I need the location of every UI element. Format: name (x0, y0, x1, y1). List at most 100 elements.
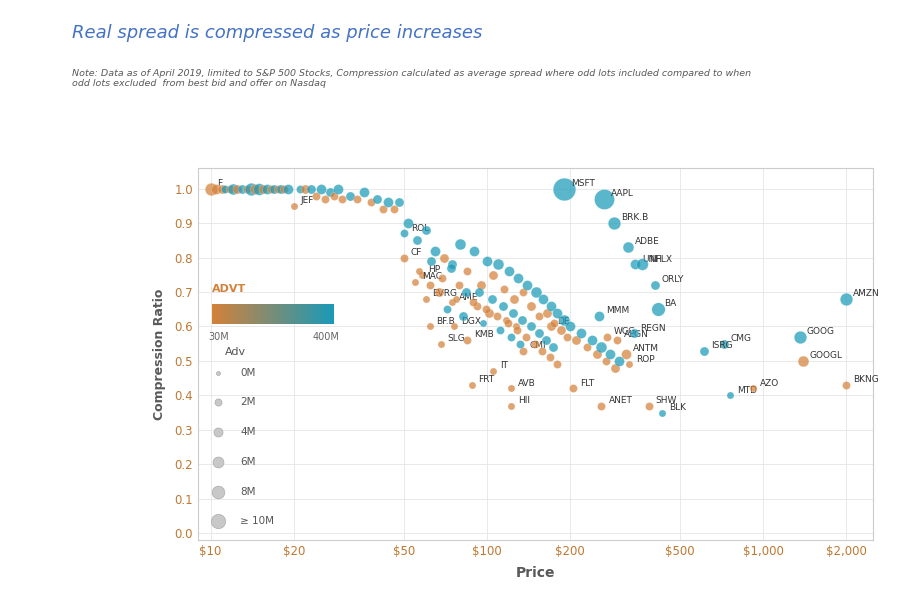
Point (281, 184, 295, 193)
Text: CMG: CMG (731, 334, 752, 343)
Point (503, 383, 517, 393)
Text: REGN: REGN (641, 323, 666, 332)
Point (446, 298, 460, 307)
Point (513, 339, 527, 349)
Point (569, 335, 583, 345)
Point (557, 184, 572, 193)
Point (418, 294, 433, 304)
Point (594, 343, 608, 352)
Text: SLG: SLG (447, 334, 465, 343)
Point (235, 184, 249, 193)
Point (532, 311, 546, 321)
Point (608, 363, 622, 373)
Point (482, 308, 497, 317)
Point (422, 280, 436, 290)
Point (397, 253, 411, 262)
Point (550, 359, 564, 369)
Point (422, 322, 436, 331)
Point (364, 197, 378, 207)
Point (480, 256, 494, 266)
Text: CF: CF (410, 248, 422, 257)
Text: ROL: ROL (410, 224, 429, 233)
Text: UNH: UNH (643, 254, 662, 263)
Point (428, 246, 443, 256)
Point (397, 229, 411, 238)
Text: ROP: ROP (636, 355, 655, 364)
Point (592, 311, 607, 321)
Point (215, 184, 230, 193)
Point (244, 184, 258, 193)
Point (647, 280, 662, 290)
Point (357, 187, 372, 197)
Text: AMZN: AMZN (853, 289, 880, 298)
Text: MAC: MAC (422, 272, 442, 281)
Point (508, 322, 523, 331)
Point (252, 184, 266, 193)
Point (386, 205, 400, 214)
Point (453, 239, 467, 248)
Point (401, 218, 416, 228)
Point (418, 225, 433, 235)
Point (464, 380, 479, 390)
Point (370, 194, 384, 204)
Text: FRT: FRT (479, 375, 495, 384)
Point (382, 197, 396, 207)
Point (746, 383, 760, 393)
Point (507, 294, 521, 304)
Point (621, 242, 635, 252)
Text: ALGN: ALGN (624, 331, 649, 340)
Point (203, 184, 218, 193)
Point (271, 184, 285, 193)
Point (506, 308, 520, 317)
Point (432, 287, 446, 297)
Text: ADBE: ADBE (635, 238, 660, 247)
Point (580, 343, 594, 352)
Point (590, 349, 604, 359)
Point (223, 184, 238, 193)
Point (611, 356, 625, 365)
Point (519, 332, 534, 341)
Point (343, 191, 357, 200)
Text: SHW: SHW (655, 396, 677, 405)
Text: AZO: AZO (760, 379, 779, 388)
Point (642, 401, 656, 410)
Point (436, 253, 451, 262)
Text: 400M: 400M (313, 332, 339, 341)
Point (479, 304, 493, 314)
Point (503, 401, 517, 410)
Point (473, 280, 488, 290)
Point (239, 184, 254, 193)
Point (562, 322, 577, 331)
Text: DE: DE (557, 317, 570, 326)
Point (248, 184, 263, 193)
Point (723, 391, 737, 400)
Point (527, 339, 542, 349)
Point (467, 246, 482, 256)
Point (515, 315, 529, 325)
Point (440, 304, 454, 314)
Point (277, 184, 292, 193)
Point (225, 184, 239, 193)
Point (472, 287, 487, 297)
Point (460, 335, 474, 345)
Point (536, 294, 551, 304)
Point (470, 301, 484, 311)
Point (435, 274, 449, 283)
Point (716, 339, 731, 349)
Point (536, 346, 550, 355)
Point (298, 184, 312, 193)
Text: CMI: CMI (530, 341, 546, 350)
Point (500, 318, 515, 328)
Point (485, 270, 500, 280)
Point (459, 287, 473, 297)
Point (622, 359, 636, 369)
Text: EVRG: EVRG (433, 289, 457, 298)
Text: ORLY: ORLY (662, 275, 684, 284)
Point (574, 329, 589, 338)
Text: HP: HP (428, 265, 441, 274)
Point (452, 280, 466, 290)
Y-axis label: Compression Ratio: Compression Ratio (153, 289, 166, 419)
Point (210, 184, 224, 193)
Point (375, 205, 390, 214)
Text: AME: AME (459, 293, 479, 302)
